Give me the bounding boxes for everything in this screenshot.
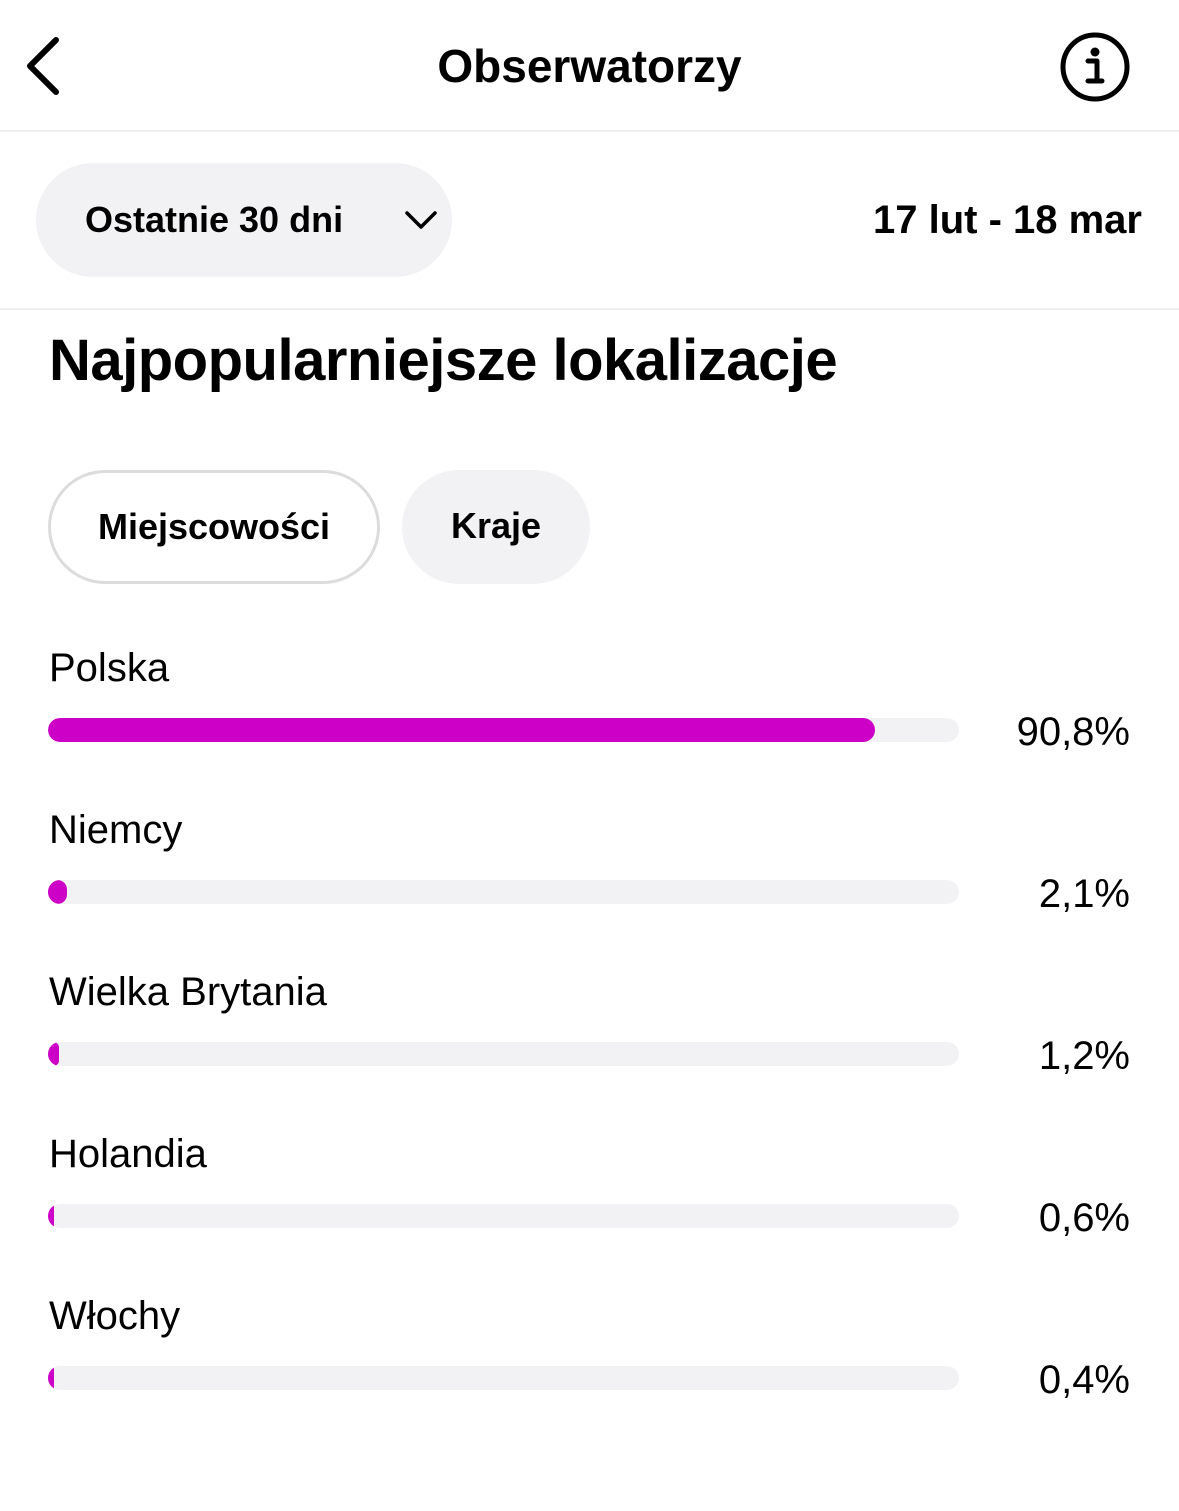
location-bar-fill — [48, 1366, 54, 1390]
location-bar-fill — [48, 1042, 59, 1066]
top-bar: Obserwatorzy — [0, 0, 1179, 132]
location-bar-track — [48, 1042, 959, 1066]
location-name: Polska — [49, 646, 170, 690]
location-bar-track — [48, 718, 959, 742]
location-bar-track — [48, 880, 959, 904]
page-title: Obserwatorzy — [437, 40, 742, 92]
location-bar-track — [48, 1366, 959, 1390]
info-button[interactable] — [1058, 30, 1132, 104]
location-row: Włochy 0,4% — [0, 1291, 1179, 1441]
back-button[interactable] — [22, 30, 72, 100]
location-name: Wielka Brytania — [49, 970, 327, 1014]
time-range-dropdown[interactable]: Ostatnie 30 dni — [36, 163, 452, 277]
section-title: Najpopularniejsze lokalizacje — [49, 328, 838, 393]
tab-cities[interactable]: Miejscowości — [48, 470, 380, 584]
location-percent: 90,8% — [1016, 710, 1130, 754]
location-percent: 1,2% — [1038, 1034, 1130, 1078]
location-row: Niemcy 2,1% — [0, 805, 1179, 955]
location-row: Wielka Brytania 1,2% — [0, 967, 1179, 1117]
location-bar-fill — [48, 1204, 54, 1228]
location-name: Holandia — [49, 1132, 207, 1176]
chevron-left-icon — [27, 37, 59, 95]
location-percent: 0,6% — [1038, 1196, 1130, 1240]
location-percent: 2,1% — [1038, 872, 1130, 916]
location-bar-track — [48, 1204, 959, 1228]
location-row: Polska 90,8% — [0, 643, 1179, 793]
location-name: Niemcy — [49, 808, 183, 852]
tab-countries[interactable]: Kraje — [402, 470, 590, 584]
time-range-label: Ostatnie 30 dni — [85, 199, 344, 240]
filter-bar: Ostatnie 30 dni 17 lut - 18 mar — [0, 132, 1179, 310]
location-bar-fill — [48, 880, 67, 904]
location-bar-fill — [48, 718, 875, 742]
location-percent: 0,4% — [1038, 1358, 1130, 1402]
location-name: Włochy — [49, 1294, 181, 1338]
chevron-down-icon — [405, 211, 437, 229]
date-range: 17 lut - 18 mar — [872, 198, 1142, 242]
location-row: Holandia 0,6% — [0, 1129, 1179, 1279]
info-circle-icon — [1060, 32, 1130, 102]
